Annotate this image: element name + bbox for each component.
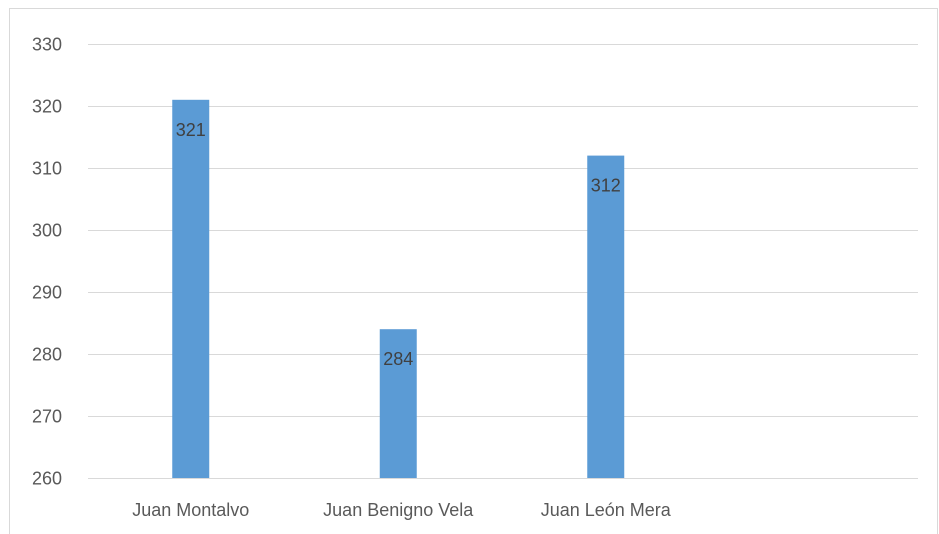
bar-2[interactable] bbox=[379, 329, 417, 478]
bar-3[interactable] bbox=[587, 155, 625, 478]
x-tick-label: Juan Benigno Vela bbox=[323, 500, 474, 520]
x-tick-label: Juan León Mera bbox=[541, 500, 672, 520]
x-tick-label: Juan Montalvo bbox=[132, 500, 249, 520]
y-tick-label: 320 bbox=[32, 97, 62, 117]
y-tick-label: 270 bbox=[32, 407, 62, 427]
data-label: 321 bbox=[176, 120, 206, 140]
y-tick-label: 260 bbox=[32, 469, 62, 489]
y-tick-label: 330 bbox=[32, 35, 62, 55]
y-tick-label: 300 bbox=[32, 221, 62, 241]
y-tick-label: 290 bbox=[32, 283, 62, 303]
data-label: 284 bbox=[383, 349, 413, 369]
data-label: 312 bbox=[591, 176, 621, 196]
y-tick-label: 310 bbox=[32, 159, 62, 179]
chart-frame bbox=[9, 8, 938, 534]
bar-1[interactable] bbox=[172, 99, 210, 479]
y-tick-label: 280 bbox=[32, 345, 62, 365]
